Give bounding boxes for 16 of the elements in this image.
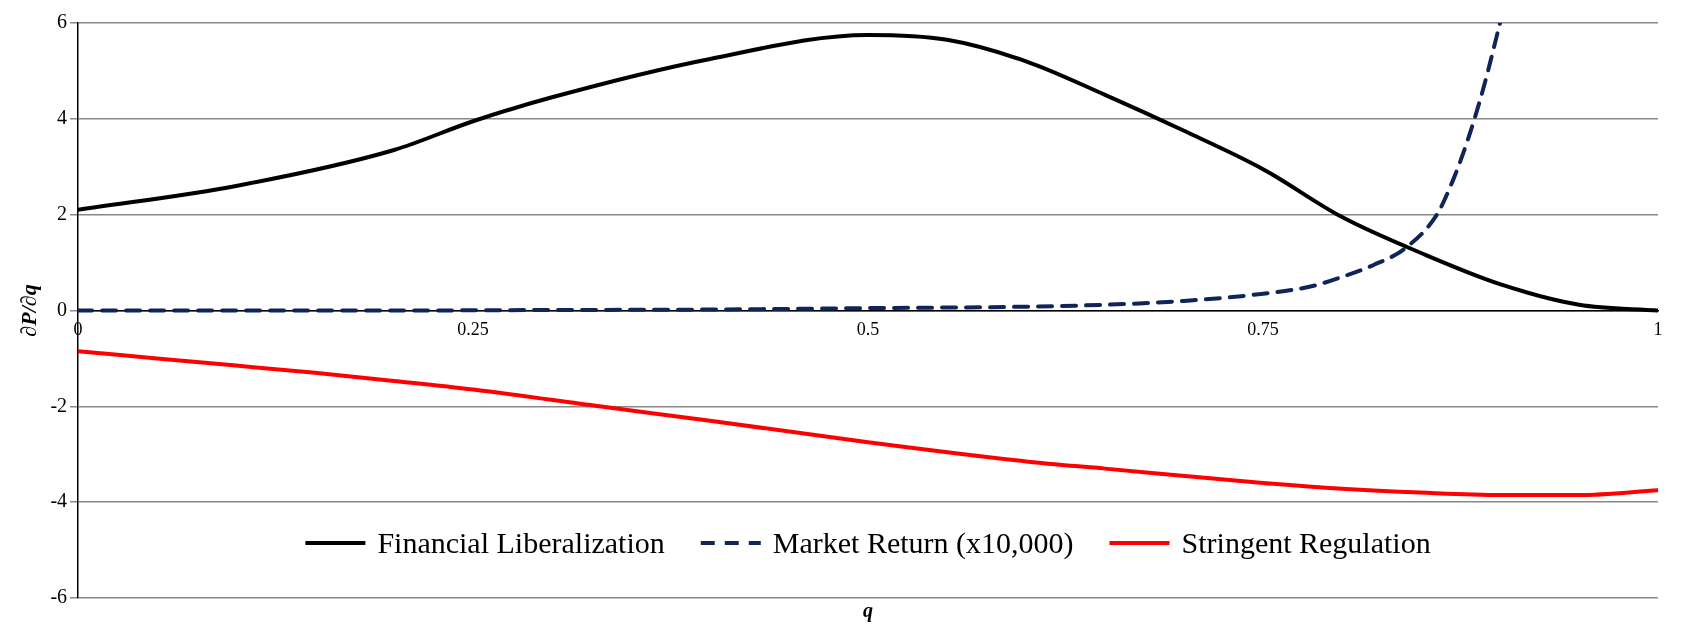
y-tick-label: -4 xyxy=(50,489,68,512)
x-tick-label: 0.25 xyxy=(457,319,489,340)
y-tick-label: 0 xyxy=(57,297,68,320)
x-axis-title: q xyxy=(863,599,874,623)
legend-label: Financial Liberalization xyxy=(377,525,665,559)
y-tick-label: -6 xyxy=(50,585,68,608)
x-tick-label: 0.5 xyxy=(856,319,880,340)
y-tick-label: 4 xyxy=(57,106,68,129)
x-tick-label: 1 xyxy=(1653,319,1663,340)
legend-label: Market Return (x10,000) xyxy=(772,525,1074,560)
legend-label: Stringent Regulation xyxy=(1181,525,1431,559)
x-tick-label: 0.75 xyxy=(1247,319,1279,340)
y-tick-label: 2 xyxy=(57,201,68,224)
y-tick-label: -2 xyxy=(50,393,68,416)
y-tick-label: 6 xyxy=(57,10,68,33)
y-axis-title: ∂P/∂q xyxy=(15,284,41,337)
